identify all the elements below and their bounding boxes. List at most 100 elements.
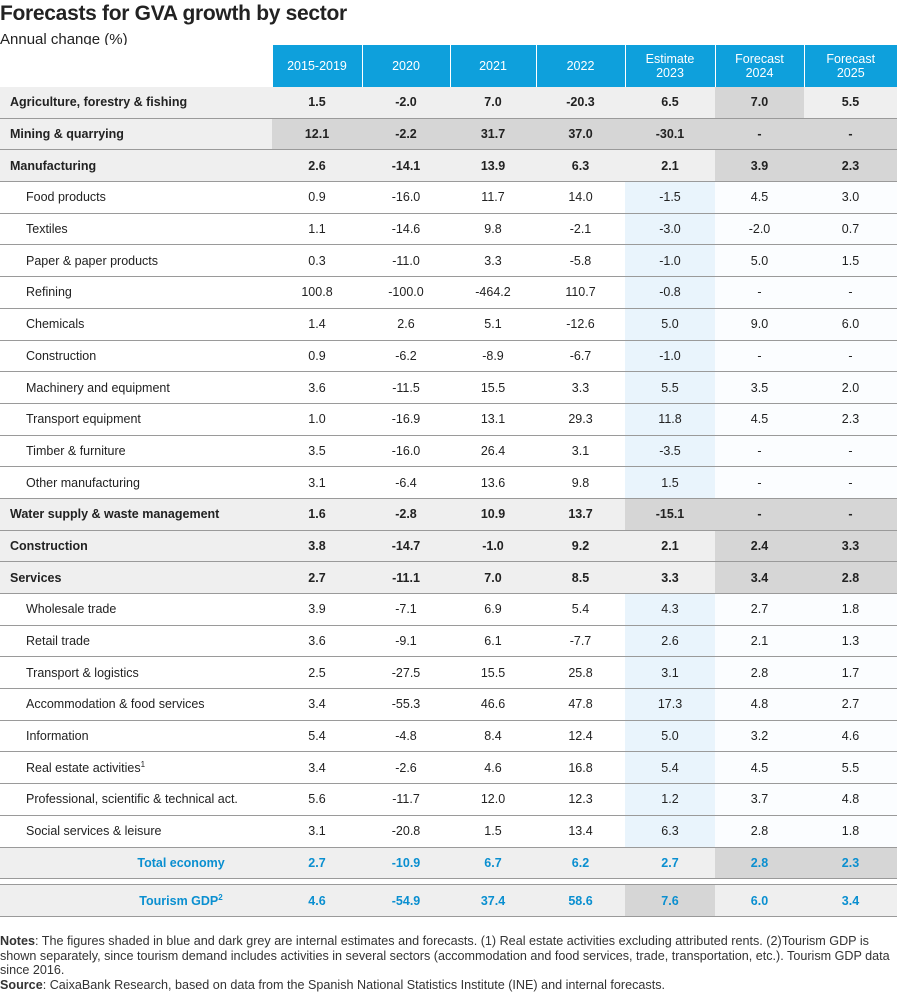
value-cell: 1.5 [804,244,897,278]
row-label: Construction [0,530,272,563]
value-cell: 6.3 [536,149,625,183]
value-cell: 2.1 [625,530,715,563]
value-cell: 3.0 [804,181,897,214]
value-cell: 2.3 [804,149,897,183]
value-cell: -1.0 [625,340,715,373]
notes-text: : The figures shaded in blue and dark gr… [0,934,890,977]
notes-paragraph: Notes: The figures shaded in blue and da… [0,934,900,978]
value-cell: 15.5 [450,656,536,690]
value-cell: -100.0 [362,276,450,309]
row-label: Professional, scientific & technical act… [0,783,272,816]
row-label: Real estate activities1 [0,751,272,785]
value-cell: 25.8 [536,656,625,690]
value-cell: 2.5 [272,656,362,690]
footnotes: Notes: The figures shaded in blue and da… [0,934,900,992]
value-cell: 6.1 [450,625,536,658]
value-cell: 3.6 [272,625,362,658]
column-header: Forecast 2024 [714,45,804,87]
value-cell: 3.4 [804,884,897,917]
table-header-row: 2015-2019 2020 2021 2022 Estimate 2023 Forecas… [0,45,897,87]
source-paragraph: Source: CaixaBank Research, based on dat… [0,978,900,993]
value-cell: 3.2 [715,720,804,753]
column-header-line: 2024 [745,66,774,80]
column-header-line: 2022 [566,59,595,73]
value-cell: 3.4 [272,688,362,721]
table-row: Professional, scientific & technical act… [0,783,897,816]
spacer-cell [0,878,272,886]
row-label: Water supply & waste management [0,498,272,531]
value-cell: 26.4 [450,435,536,468]
value-cell: -3.0 [625,213,715,246]
table-row: Accommodation & food services 3.4 -55.3 46.… [0,688,897,721]
table-row: Refining 100.8 -100.0 -464.2 110.7 -0.8- - [0,276,897,309]
value-cell: - [804,435,897,468]
value-cell: -2.8 [362,498,450,531]
row-label: Machinery and equipment [0,371,272,404]
value-cell: 4.8 [804,783,897,816]
table-row: Other manufacturing 3.1 -6.4 13.6 9.8 1.5- - [0,466,897,499]
table-row: Social services & leisure 3.1 -20.8 1.5 13.4… [0,815,897,848]
column-header-line: 2020 [392,59,420,73]
value-cell: -11.7 [362,783,450,816]
value-cell: 3.1 [625,656,715,690]
row-label: Agriculture, forestry & fishing [0,87,272,119]
value-cell: 2.8 [715,815,804,848]
value-cell: - [715,435,804,468]
row-label: Timber & furniture [0,435,272,468]
value-cell: 5.4 [272,720,362,753]
value-cell: 1.5 [625,466,715,499]
table-row: Wholesale trade 3.9 -7.1 6.9 5.4 4.3 2.7 1.8 [0,593,897,626]
row-label: Refining [0,276,272,309]
column-header: 2022 [535,45,625,87]
row-label-text: Other manufacturing [26,475,140,490]
row-label: Social services & leisure [0,815,272,848]
column-header: 2021 [449,45,536,87]
table-row: Mining & quarrying 12.1 -2.2 31.7 37.0 -30.1-… [0,118,897,151]
value-cell: 11.7 [450,181,536,214]
value-cell: -4.8 [362,720,450,753]
value-cell: 58.6 [536,884,625,917]
value-cell: 17.3 [625,688,715,721]
value-cell: 2.7 [272,847,362,880]
row-label-text: Agriculture, forestry & fishing [10,95,188,110]
row-label-text: Information [26,729,89,744]
table-row: Timber & furniture 3.5 -16.0 26.4 3.1 -3.5- - [0,435,897,468]
value-cell: 110.7 [536,276,625,309]
table-row: Agriculture, forestry & fishing 1.5 -2.0 7.… [0,87,897,119]
row-label: Transport & logistics [0,656,272,690]
row-label-text: Machinery and equipment [26,380,170,395]
footnote-marker: 1 [140,760,146,770]
value-cell: 12.4 [536,720,625,753]
column-header-line: Estimate [645,52,695,66]
value-cell: 6.2 [536,847,625,880]
value-cell: -2.1 [536,213,625,246]
row-label: Services [0,561,272,594]
value-cell: -16.0 [362,435,450,468]
value-cell: 8.5 [536,561,625,594]
value-cell: - [804,276,897,309]
table-row: Construction 3.8 -14.7 -1.0 9.2 2.1 2.4 3.3 [0,530,897,563]
value-cell: 12.0 [450,783,536,816]
value-cell: - [804,118,897,151]
row-label: Wholesale trade [0,593,272,626]
value-cell: - [715,276,804,309]
value-cell: -1.5 [625,181,715,214]
value-cell: 5.0 [625,308,715,341]
value-cell: 2.7 [715,593,804,626]
page-title: Forecasts for GVA growth by sector [0,2,347,25]
value-cell: - [804,498,897,531]
value-cell: -8.9 [450,340,536,373]
spacer-cell [804,878,897,886]
value-cell: 2.4 [715,530,804,563]
value-cell: 9.0 [715,308,804,341]
row-label-text: Textiles [26,222,68,237]
value-cell: 3.7 [715,783,804,816]
value-cell: 13.6 [450,466,536,499]
value-cell: - [804,466,897,499]
value-cell: 6.0 [715,884,804,917]
value-cell: 1.1 [272,213,362,246]
value-cell: -5.8 [536,244,625,278]
value-cell: 9.2 [536,530,625,563]
value-cell: -11.0 [362,244,450,278]
value-cell: 2.6 [625,625,715,658]
